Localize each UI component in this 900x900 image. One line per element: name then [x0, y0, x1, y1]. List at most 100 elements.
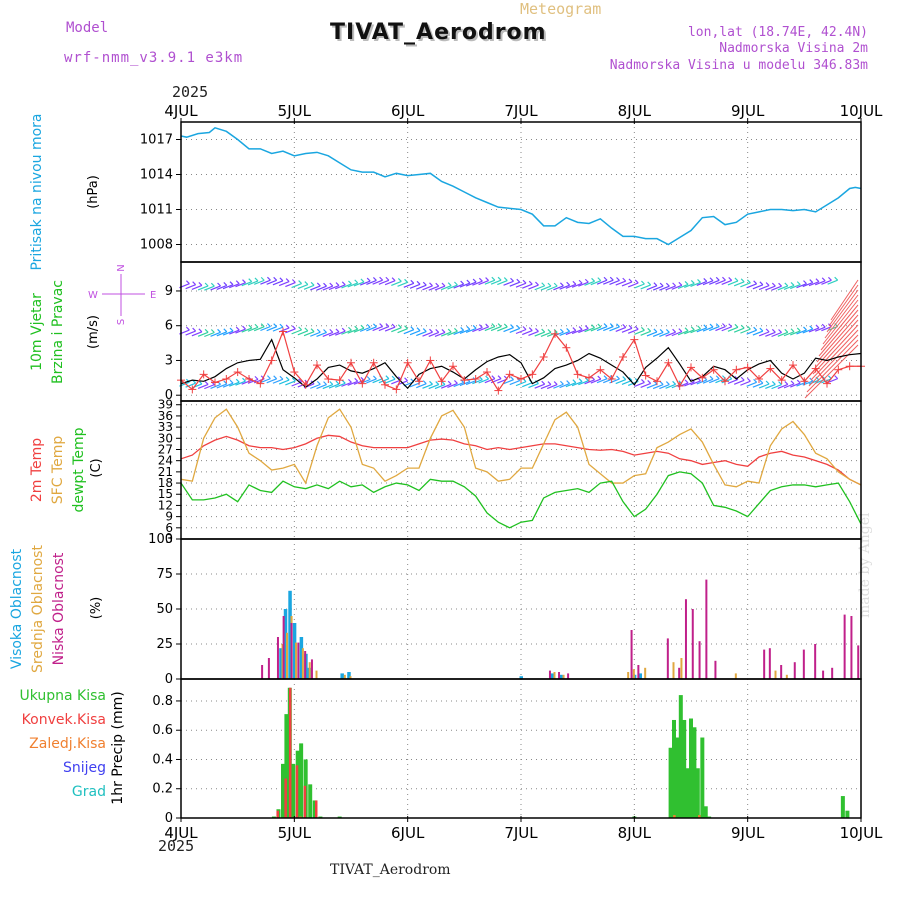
wind-arrow	[566, 281, 571, 286]
wind-arrow	[709, 326, 720, 332]
wind-arrow	[465, 327, 477, 333]
wind-arrow	[341, 281, 346, 286]
wind-arrow	[553, 285, 564, 291]
wind-arrow	[597, 323, 602, 328]
wind-arrow	[535, 327, 539, 332]
wind-arrow	[478, 277, 483, 282]
wind-arrow	[584, 379, 595, 385]
wind-arrow	[690, 328, 701, 334]
cloud-bar	[562, 674, 565, 679]
wind-arrow	[366, 277, 371, 282]
wind-arrow	[784, 328, 789, 333]
cloud-bar	[714, 660, 717, 679]
wind-arrow	[409, 382, 421, 388]
cloud-bar	[347, 672, 351, 679]
wind-arrow	[603, 279, 614, 285]
wind-arrow	[440, 383, 452, 389]
wind-arrow	[578, 380, 589, 386]
temperature-tick-label: 12	[158, 498, 173, 512]
wind-arrow	[740, 282, 751, 288]
wind-arrow	[416, 330, 427, 337]
wind-arrow	[541, 328, 546, 333]
wind-arrow	[534, 285, 545, 291]
wind-arrow	[465, 281, 477, 287]
wind-arrow	[335, 382, 346, 388]
wind-arrow	[210, 285, 221, 291]
wind-arrow	[808, 334, 859, 387]
cloud-bar	[638, 673, 642, 679]
precip-bar	[672, 719, 676, 818]
wind-arrow	[428, 331, 439, 338]
wind-arrow	[559, 330, 570, 337]
wind-arrow	[217, 328, 221, 333]
wind-arrow	[734, 376, 739, 380]
wind-arrow	[378, 279, 390, 285]
wind-arrow	[753, 280, 758, 285]
wind-arrow	[759, 327, 764, 332]
wind-arrow	[441, 282, 446, 287]
x-axis-top-label: 8JUL	[618, 102, 652, 120]
wind-arrow	[354, 279, 359, 284]
wind-arrow	[485, 323, 490, 328]
wind-arrow	[472, 278, 477, 283]
wind-arrow	[628, 278, 633, 283]
wind-arrow	[322, 285, 333, 291]
wind-arrow	[285, 281, 296, 288]
wind-arrow	[547, 329, 552, 333]
wind-arrow	[733, 379, 745, 385]
wind-arrow	[366, 279, 377, 286]
wind-arrow	[197, 331, 209, 337]
wind-arrow	[391, 277, 396, 282]
wind-arrow	[616, 277, 620, 281]
wind-arrow	[185, 326, 190, 331]
wind-arrow	[603, 375, 608, 380]
wind-arrow	[591, 324, 595, 329]
wind-arrow	[384, 326, 396, 332]
cloud-bar	[299, 637, 304, 679]
wind-arrow	[484, 325, 496, 332]
wind-arrow	[622, 376, 627, 380]
wind-arrow	[806, 339, 859, 393]
wind-ylabel: 10m Vjetar	[29, 293, 45, 371]
temp-line-2	[180, 471, 862, 529]
wind-arrow	[809, 279, 814, 284]
wind-arrow	[347, 328, 358, 334]
wind-arrow	[634, 329, 645, 335]
wind-arrow	[690, 281, 701, 287]
wind-arrow	[678, 328, 683, 333]
wind-arrow	[796, 281, 801, 286]
wind-arrow	[267, 276, 271, 281]
wind-arrow	[409, 283, 421, 289]
wind-arrow	[466, 279, 471, 284]
wind-arrow	[410, 279, 415, 284]
wind-arrow	[247, 280, 259, 286]
precip-bar	[700, 737, 705, 818]
wind-arrow	[733, 327, 745, 333]
wind-arrow	[790, 328, 795, 333]
wind-arrow	[453, 329, 464, 335]
wind-arrow	[622, 277, 627, 282]
wind-arrow	[821, 277, 826, 282]
wind-arrow	[659, 282, 664, 287]
wind-arrow	[621, 327, 633, 333]
wind-arrow	[771, 381, 776, 385]
wind-arrow	[260, 325, 271, 332]
wind-arrow	[316, 384, 327, 390]
wind-arrow	[478, 376, 483, 381]
wind-arrow	[360, 324, 365, 329]
wind-arrow	[403, 329, 415, 335]
wind-arrow	[192, 327, 197, 332]
pressure-ylabel: Pritisak na nivou mora	[29, 113, 45, 270]
wind-arrow	[222, 284, 234, 290]
wind-arrow	[291, 279, 296, 283]
cloud-bar	[627, 672, 630, 679]
precip-bar	[284, 778, 287, 818]
wind-arrow	[678, 281, 683, 286]
wind-arrow	[254, 277, 259, 282]
cloud-bar	[780, 665, 783, 679]
wind-arrow	[409, 330, 421, 336]
wind-arrow	[559, 383, 570, 389]
wind-arrow	[291, 282, 302, 289]
wind-arrow	[497, 375, 502, 380]
wind-arrow	[204, 331, 215, 338]
